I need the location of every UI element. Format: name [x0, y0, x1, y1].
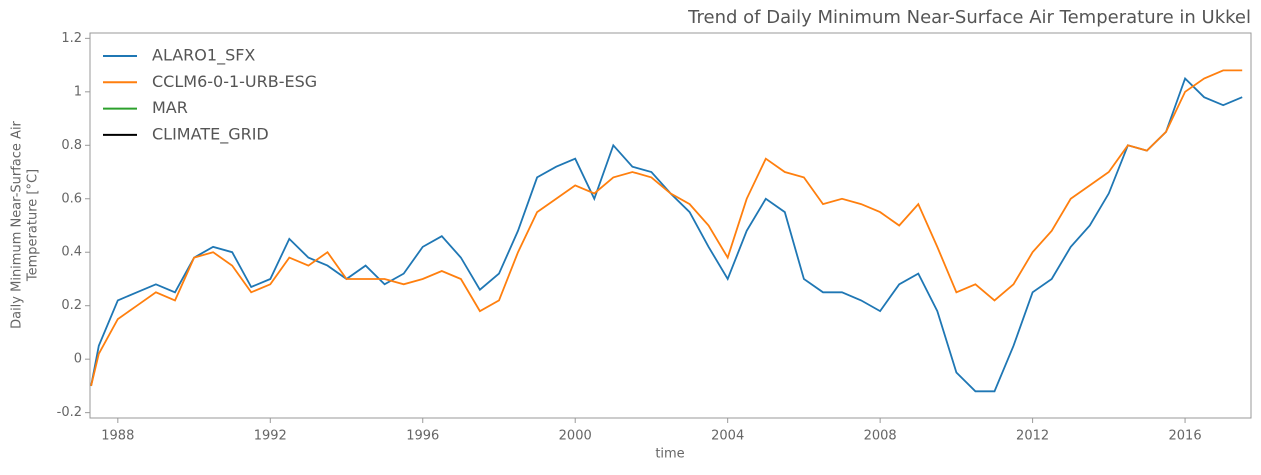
x-tick-label: 2008 [864, 429, 897, 444]
legend-label: CCLM6-0-1-URB-ESG [152, 72, 317, 91]
y-axis-label: Daily Minimum Near-Surface Air [10, 120, 25, 328]
x-tick-label: 2012 [1016, 429, 1049, 444]
x-tick-label: 1992 [254, 429, 287, 444]
x-tick-label: 1996 [406, 429, 439, 444]
x-tick-label: 2004 [711, 429, 744, 444]
chart-title: Trend of Daily Minimum Near-Surface Air … [687, 7, 1251, 28]
x-axis-label: time [655, 447, 684, 462]
x-tick-label: 2016 [1169, 429, 1202, 444]
legend-label: ALARO1_SFX [152, 46, 255, 66]
legend-label: MAR [152, 98, 188, 117]
plot-frame [89, 32, 1252, 419]
y-tick-label: 0 [74, 352, 82, 367]
y-tick-label: 0.8 [61, 138, 82, 153]
y-tick-label: 1 [74, 84, 82, 99]
legend-label: CLIMATE_GRID [152, 124, 269, 144]
series-line [90, 69, 1243, 387]
y-axis-label: Temperature [°C] [26, 169, 41, 282]
y-tick-label: -0.2 [57, 405, 82, 420]
y-tick-label: 0.4 [61, 245, 82, 260]
y-tick-label: 0.6 [61, 191, 82, 206]
y-tick-label: 1.2 [61, 31, 82, 46]
series-line [90, 76, 1243, 393]
x-tick-label: 2000 [559, 429, 592, 444]
y-tick-label: 0.2 [61, 298, 82, 313]
x-tick-label: 1988 [101, 429, 134, 444]
